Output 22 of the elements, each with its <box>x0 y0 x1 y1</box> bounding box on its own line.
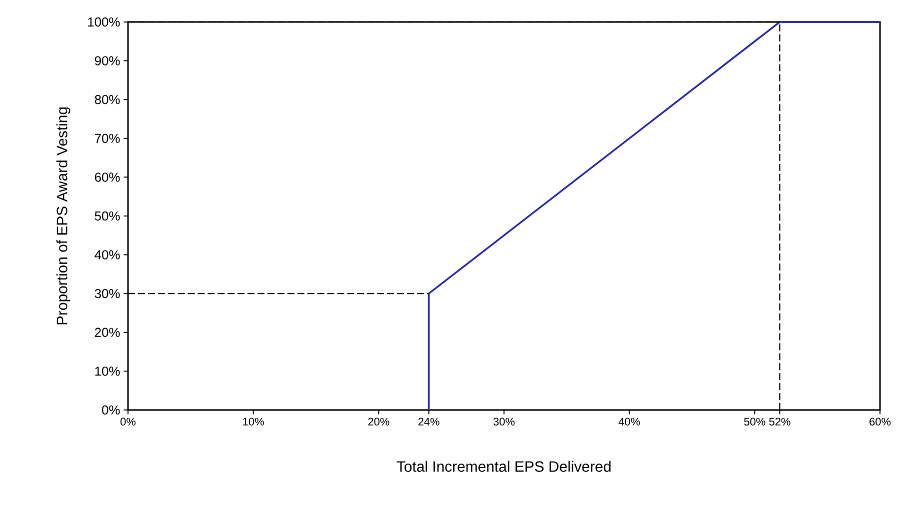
x-tick-label: 24% <box>418 418 440 426</box>
y-tick-label: 100% <box>88 17 120 27</box>
y-tick-label: 80% <box>94 94 120 104</box>
x-tick-label: 30% <box>493 418 515 426</box>
y-tick-label: 20% <box>94 328 120 337</box>
x-tick-label: 52% <box>769 418 790 426</box>
y-tick-label: 70% <box>94 134 120 143</box>
y-tick-label: 0% <box>102 405 120 415</box>
y-tick-label: 50% <box>94 211 120 221</box>
x-tick-label: 60% <box>870 418 891 426</box>
x-axis-title: Total Incremental EPS Delivered <box>396 460 611 472</box>
y-tick-label: 60% <box>94 172 120 182</box>
x-tick-label: 50% <box>744 418 766 426</box>
x-tick-label: 0% <box>120 418 136 426</box>
x-tick-label: 40% <box>618 418 640 426</box>
x-tick-label: 10% <box>243 418 264 426</box>
y-axis-title: Proportion of EPS Award Vesting <box>56 107 70 324</box>
y-tick-label: 30% <box>94 288 120 298</box>
x-tick-label: 20% <box>368 418 390 426</box>
y-tick-label: 10% <box>95 366 120 376</box>
y-tick-label: 90% <box>94 56 120 66</box>
y-tick-label: 40% <box>94 250 120 260</box>
